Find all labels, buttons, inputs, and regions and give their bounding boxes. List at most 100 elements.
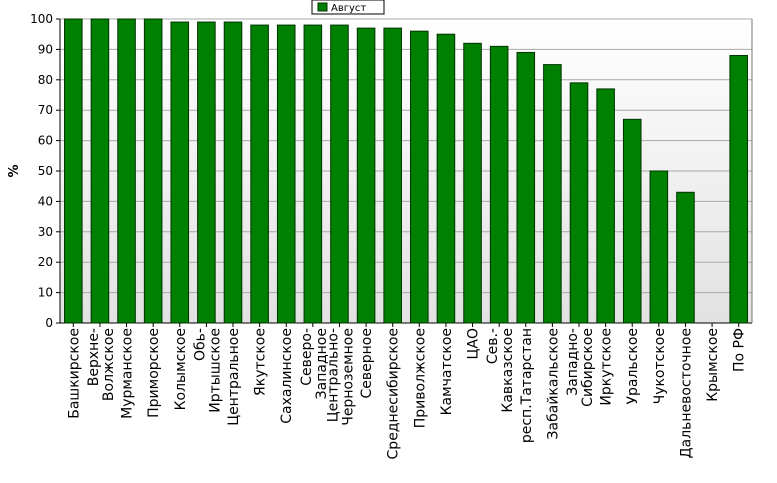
x-tick-label: ЦАО [466, 328, 482, 359]
bar [463, 42, 482, 324]
y-tick-label: 70 [38, 103, 53, 117]
x-tick-label: Забайкальское [545, 328, 561, 439]
y-tick-label: 0 [45, 316, 53, 330]
x-tick-label-line: Кавказское [500, 328, 516, 413]
x-tick-label-line: Среднесибирское [386, 328, 402, 459]
x-tick-label-line: Иркутское [599, 328, 615, 406]
bar [516, 51, 536, 324]
x-tick-label: Уральское [625, 328, 641, 405]
bar [303, 24, 323, 324]
x-tick-label: Башкирское [66, 328, 82, 419]
y-tick-label: 90 [38, 42, 53, 56]
x-tick-label: Верхне-Волжское [86, 328, 117, 401]
x-tick-label: Крымское [705, 328, 721, 402]
y-tick-label: 10 [38, 286, 53, 300]
x-tick-label: респ.Татарстан [519, 328, 535, 443]
y-axis-label: % [7, 164, 22, 177]
bar [170, 21, 190, 324]
x-tick-label: Сахалинское [279, 328, 295, 424]
x-tick-label: Якутское [253, 328, 269, 396]
y-tick-label: 60 [38, 134, 53, 148]
bar [729, 54, 748, 324]
bar [569, 82, 589, 324]
y-tick-label: 80 [38, 73, 53, 87]
x-tick-label-line: Приволжское [412, 328, 428, 428]
bar [436, 33, 456, 324]
x-tick-label: Центрально-Черноземное [325, 328, 356, 426]
bar [64, 18, 83, 324]
legend-label: Август [331, 3, 366, 14]
bar [250, 24, 269, 324]
bar [383, 27, 402, 324]
x-tick-label-line: Северо- [299, 328, 315, 386]
x-tick-label-line: Центральное [226, 328, 242, 426]
x-tick-label: Среднесибирское [386, 328, 402, 459]
bar [197, 21, 216, 324]
bar [489, 45, 509, 324]
x-tick-label: Западно-Сибирское [565, 328, 596, 407]
x-tick-label-line: Уральское [625, 328, 641, 405]
bar [356, 27, 376, 324]
x-tick-label: Сев.-Кавказское [485, 328, 516, 413]
bar [90, 18, 110, 324]
x-tick-label: Обь-Иртышское [192, 328, 223, 413]
legend-box [311, 0, 385, 15]
bar [543, 64, 562, 324]
x-tick-label-line: Дальневосточное [678, 328, 694, 458]
x-tick-label-line: Западное [314, 328, 330, 399]
y-tick-label: 100 [30, 12, 53, 26]
x-tick-label-line: Колымское [173, 328, 189, 410]
bar [596, 88, 615, 324]
x-tick-label-line: Центрально- [325, 328, 341, 422]
x-tick-label-line: Сибирское [580, 328, 596, 407]
bar [143, 18, 163, 324]
bar [622, 118, 642, 324]
y-tick-label: 20 [38, 255, 53, 269]
x-tick-label-line: Башкирское [66, 328, 82, 419]
y-tick-label: 30 [38, 225, 53, 239]
bar [330, 24, 349, 324]
x-tick-label-line: По РФ [732, 328, 748, 372]
bar [649, 170, 669, 324]
x-tick-label: Центральное [226, 328, 242, 426]
x-tick-label-line: респ.Татарстан [519, 328, 535, 443]
x-tick-label-line: Якутское [253, 328, 269, 396]
x-tick-label: Северо-Западное [299, 328, 330, 399]
legend-swatch [317, 2, 328, 12]
bar [276, 24, 296, 324]
x-tick-label-line: Камчатское [439, 328, 455, 415]
x-tick-label: Камчатское [439, 328, 455, 415]
y-tick-label: 40 [38, 194, 53, 208]
x-tick-label-line: Сев.- [485, 328, 501, 364]
bar [117, 18, 136, 324]
x-tick-label-line: Иртышское [207, 328, 223, 413]
x-tick-label-line: Сахалинское [279, 328, 295, 424]
bar [223, 21, 243, 324]
x-tick-label: Приволжское [412, 328, 428, 428]
bar [410, 30, 429, 324]
x-tick-label: Приморское [146, 328, 162, 418]
x-tick-label-line: Волжское [101, 328, 117, 401]
x-tick-label-line: Чукотское [652, 328, 668, 404]
x-tick-label-line: Северное [359, 328, 375, 398]
x-tick-label: Мурманское [120, 328, 136, 419]
x-tick-label: Колымское [173, 328, 189, 410]
x-tick-label-line: ЦАО [466, 328, 482, 359]
x-tick-label-line: Обь- [192, 328, 208, 361]
x-tick-label: По РФ [732, 328, 748, 372]
bar [676, 191, 695, 324]
x-tick-label-line: Крымское [705, 328, 721, 402]
x-tick-label: Чукотское [652, 328, 668, 404]
x-tick-label-line: Верхне- [86, 328, 102, 386]
x-tick-label-line: Мурманское [120, 328, 136, 419]
y-tick-label: 50 [38, 164, 53, 178]
x-tick-label-line: Черноземное [340, 328, 356, 426]
x-tick-label: Иркутское [599, 328, 615, 406]
x-tick-label: Северное [359, 328, 375, 398]
x-tick-label: Дальневосточное [678, 328, 694, 458]
x-tick-label-line: Приморское [146, 328, 162, 418]
x-tick-label-line: Западно- [565, 328, 581, 396]
x-tick-label-line: Забайкальское [545, 328, 561, 439]
